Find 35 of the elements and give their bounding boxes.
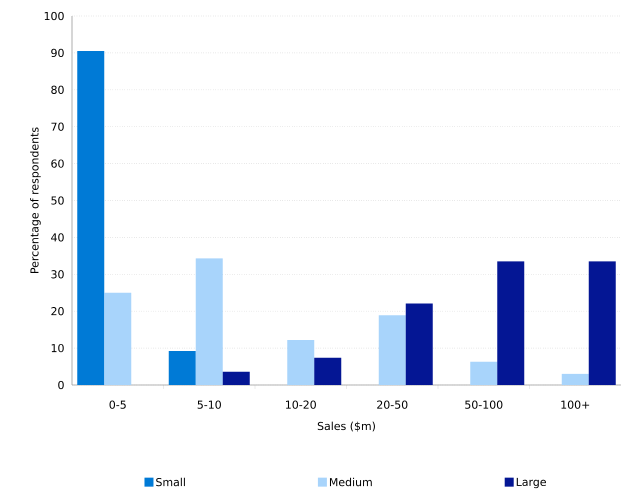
y-tick-label: 40 [51,233,64,242]
x-tick-label: 5-10 [198,400,221,410]
bar [406,304,433,386]
bar [287,340,314,386]
x-tick-label: 50-100 [465,400,502,410]
x-axis-title: Sales ($m) [318,422,375,432]
bar [314,358,342,386]
bar [470,362,498,386]
y-tick-label: 20 [51,307,64,316]
y-tick-label: 80 [51,86,64,94]
x-tick-label: 0-5 [110,400,126,410]
bar [588,262,616,386]
bar [222,372,250,386]
bar [196,258,223,386]
bar [104,292,132,386]
x-tick-label: 20-50 [377,400,408,410]
bar [168,351,196,386]
y-tick-label: 50 [51,196,64,205]
legend-label: Small [156,478,185,486]
y-tick-label: 60 [51,160,64,168]
bar [378,315,406,386]
y-tick-label: 100 [44,12,64,20]
bar [562,374,589,386]
y-tick-label: 0 [58,381,64,390]
x-tick-label: 10-20 [286,400,316,410]
y-tick-label: 90 [51,48,64,58]
y-tick-label: 10 [52,344,64,352]
legend-label: Large [516,478,546,488]
bar [77,51,104,386]
y-tick-label: 70 [51,122,64,132]
x-tick-label: 100+ [561,400,590,410]
bar [497,262,524,386]
y-axis-title: Percentage of respondents [30,128,41,274]
y-tick-label: 30 [51,270,64,279]
legend-label: Medium [330,478,372,486]
